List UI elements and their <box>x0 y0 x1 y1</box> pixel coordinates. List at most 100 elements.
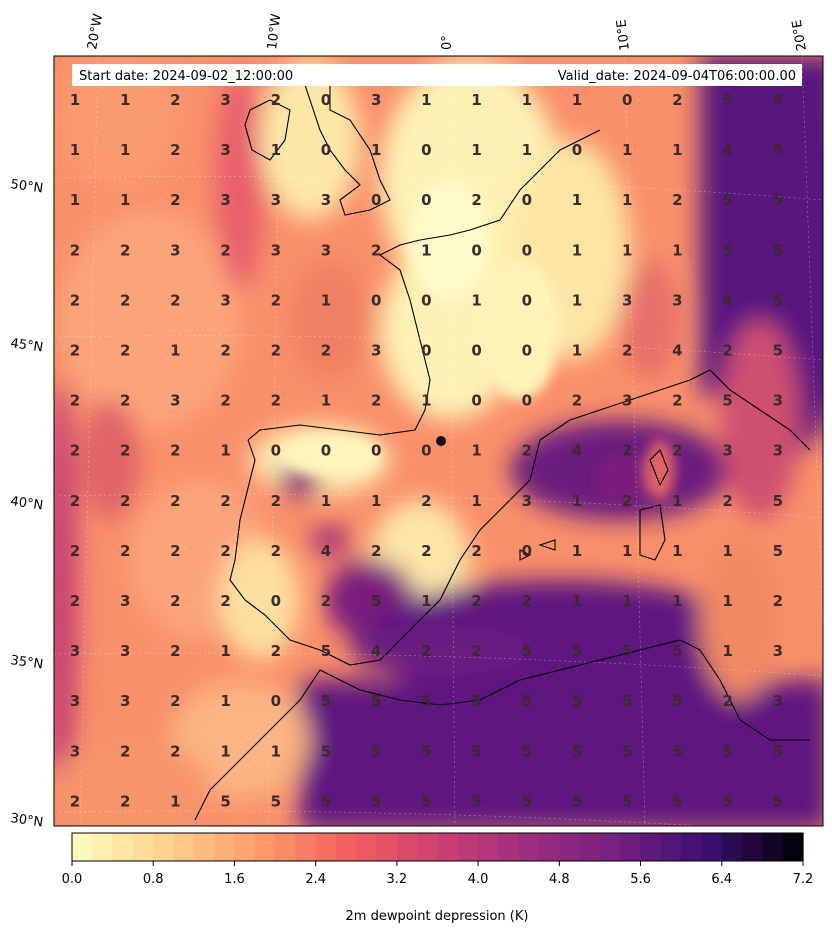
grid-value: 5 <box>622 642 632 660</box>
grid-value: 5 <box>321 642 331 660</box>
grid-value: 1 <box>170 342 180 360</box>
grid-value: 2 <box>120 342 130 360</box>
date-header-box <box>72 64 802 86</box>
grid-value: 0 <box>421 442 431 460</box>
grid-value: 5 <box>773 342 783 360</box>
grid-value: 0 <box>421 191 431 209</box>
grid-value: 0 <box>522 342 532 360</box>
grid-value: 0 <box>522 291 532 309</box>
grid-value: 0 <box>522 241 532 259</box>
grid-value: 2 <box>170 91 180 109</box>
grid-value: 2 <box>672 191 682 209</box>
colorbar-segment <box>335 833 357 861</box>
grid-value: 3 <box>271 191 281 209</box>
grid-value: 1 <box>421 592 431 610</box>
grid-value: 1 <box>572 542 582 560</box>
grid-value: 2 <box>271 542 281 560</box>
grid-value: 2 <box>120 442 130 460</box>
grid-value: 2 <box>70 291 80 309</box>
grid-value: 3 <box>170 241 180 259</box>
coastlines <box>194 69 811 821</box>
colorbar-segment <box>539 833 560 861</box>
grid-value: 2 <box>220 342 230 360</box>
colorbar-segment <box>356 833 378 861</box>
grid-value: 1 <box>572 191 582 209</box>
colorbar-segment <box>193 833 215 861</box>
grid-value: 1 <box>471 141 481 159</box>
grid-value: 1 <box>371 492 381 510</box>
colorbar-label: 2m dewpoint depression (K) <box>346 909 529 924</box>
grid-value: 5 <box>672 692 682 710</box>
grid-value: 1 <box>572 492 582 510</box>
lon-label-0: 0° <box>440 35 455 50</box>
colorbar-segment <box>762 833 784 861</box>
colorbar-segment <box>518 833 540 861</box>
grid-value: 0 <box>371 191 381 209</box>
grid-value: 2 <box>421 642 431 660</box>
grid-value: 0 <box>371 442 381 460</box>
grid-value: 2 <box>722 342 732 360</box>
grid-value: 3 <box>622 291 632 309</box>
grid-value: 2 <box>722 692 732 710</box>
grid-value: 0 <box>371 291 381 309</box>
grid-value: 1 <box>321 291 331 309</box>
grid-value: 4 <box>321 542 331 560</box>
location-marker <box>436 436 446 446</box>
grid-value: 3 <box>220 91 230 109</box>
grid-value: 1 <box>572 342 582 360</box>
colorbar-segment <box>782 833 804 861</box>
grid-value: 2 <box>170 642 180 660</box>
grid-value: 5 <box>773 742 783 760</box>
grid-value: 2 <box>471 191 481 209</box>
grid-value: 5 <box>271 792 281 810</box>
grid-value: 1 <box>371 141 381 159</box>
grid-value: 5 <box>622 692 632 710</box>
colorbar-tick-label: 0.0 <box>62 872 83 887</box>
grid-value: 5 <box>522 792 532 810</box>
grid-value: 5 <box>572 692 582 710</box>
grid-value: 1 <box>471 291 481 309</box>
colorbar-tick-label: 1.6 <box>224 872 245 887</box>
colorbar-segment <box>478 833 500 861</box>
grid-value: 2 <box>321 342 331 360</box>
grid-value: 5 <box>471 742 481 760</box>
grid-value: 5 <box>371 592 381 610</box>
grid-value: 2 <box>170 742 180 760</box>
colorbar-segment <box>214 833 236 861</box>
colorbar-ticks: 0.0 0.8 1.6 2.4 3.2 4.0 4.8 5.6 6.4 7.2 <box>62 861 813 887</box>
grid-value: 2 <box>70 492 80 510</box>
grid-value: 5 <box>522 692 532 710</box>
grid-value: 5 <box>722 742 732 760</box>
grid-value: 1 <box>672 141 682 159</box>
grid-value: 1 <box>572 241 582 259</box>
grid-value: 2 <box>170 442 180 460</box>
grid-value: 3 <box>120 692 130 710</box>
grid-value: 2 <box>572 392 582 410</box>
grid-value: 2 <box>220 592 230 610</box>
grid-value: 0 <box>321 91 331 109</box>
grid-value: 2 <box>471 642 481 660</box>
grid-value: 2 <box>70 241 80 259</box>
colorbar-segment <box>153 833 175 861</box>
grid-value: 0 <box>421 291 431 309</box>
grid-value: 5 <box>622 792 632 810</box>
grid-value: 1 <box>321 492 331 510</box>
grid-value: 2 <box>220 392 230 410</box>
colorbar-segment <box>254 833 276 861</box>
grid-value: 0 <box>271 442 281 460</box>
grid-value: 5 <box>773 191 783 209</box>
grid-value: 3 <box>220 141 230 159</box>
colorbar-segment <box>275 833 296 861</box>
grid-value: 0 <box>271 592 281 610</box>
grid-value: 5 <box>722 191 732 209</box>
grid-value: 1 <box>622 141 632 159</box>
grid-value: 2 <box>170 492 180 510</box>
grid-value: 5 <box>672 742 682 760</box>
grid-value: 2 <box>672 442 682 460</box>
colorbar-segment <box>173 833 195 861</box>
grid-value: 1 <box>120 141 130 159</box>
grid-value: 5 <box>421 742 431 760</box>
grid-value: 5 <box>471 692 481 710</box>
colorbar-segment <box>376 833 398 861</box>
grid-value: 2 <box>672 392 682 410</box>
